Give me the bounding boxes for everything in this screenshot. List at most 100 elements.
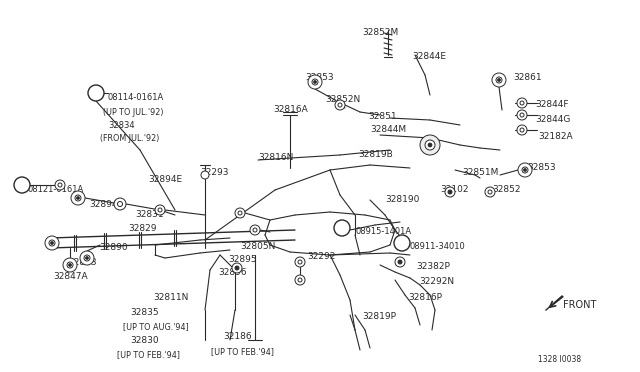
Circle shape [238, 211, 242, 215]
Circle shape [14, 177, 30, 193]
Text: B: B [19, 177, 25, 186]
Text: 32853: 32853 [305, 73, 333, 82]
Text: V: V [339, 221, 345, 230]
Text: 32831: 32831 [135, 210, 164, 219]
Text: 32830: 32830 [130, 336, 159, 345]
Circle shape [338, 103, 342, 107]
Text: 32292N: 32292N [419, 277, 454, 286]
Circle shape [496, 77, 502, 83]
Circle shape [314, 80, 317, 83]
Circle shape [55, 180, 65, 190]
Circle shape [420, 135, 440, 155]
Circle shape [312, 79, 318, 85]
Circle shape [520, 113, 524, 117]
Circle shape [155, 205, 165, 215]
Text: 08911-34010: 08911-34010 [410, 242, 466, 251]
Text: 32851M: 32851M [462, 168, 499, 177]
Circle shape [517, 110, 527, 120]
Text: 32819B: 32819B [358, 150, 393, 159]
Circle shape [63, 258, 77, 272]
Circle shape [428, 143, 432, 147]
Circle shape [497, 78, 500, 81]
Text: 32186: 32186 [223, 332, 252, 341]
Circle shape [71, 191, 85, 205]
Circle shape [425, 140, 435, 150]
Circle shape [250, 225, 260, 235]
Text: 32895: 32895 [228, 255, 257, 264]
Text: 32853: 32853 [527, 163, 556, 172]
Text: N: N [399, 235, 405, 244]
Text: 32816A: 32816A [273, 105, 308, 114]
Text: 32382P: 32382P [416, 262, 450, 271]
Circle shape [298, 278, 302, 282]
Circle shape [492, 73, 506, 87]
Circle shape [520, 101, 524, 105]
Circle shape [488, 190, 492, 194]
Circle shape [118, 202, 122, 206]
Text: 32102: 32102 [440, 185, 468, 194]
Circle shape [236, 266, 239, 269]
Circle shape [298, 260, 302, 264]
Text: 32182A: 32182A [538, 132, 573, 141]
Text: 32894E: 32894E [148, 175, 182, 184]
Circle shape [518, 163, 532, 177]
Text: FRONT: FRONT [563, 300, 596, 310]
Text: 32844F: 32844F [535, 100, 568, 109]
Text: 32293: 32293 [200, 168, 228, 177]
Circle shape [68, 263, 72, 266]
Circle shape [201, 171, 209, 179]
Text: [UP TO AUG.'94]: [UP TO AUG.'94] [123, 322, 189, 331]
Circle shape [86, 257, 88, 260]
Circle shape [394, 235, 410, 251]
Text: 32816N: 32816N [258, 153, 293, 162]
Circle shape [522, 167, 528, 173]
Text: B: B [93, 86, 99, 94]
Circle shape [448, 190, 452, 194]
Text: 32834: 32834 [108, 121, 134, 130]
Text: 32819P: 32819P [362, 312, 396, 321]
Text: [UP TO FEB.'94]: [UP TO FEB.'94] [211, 347, 274, 356]
Circle shape [295, 257, 305, 267]
Circle shape [449, 190, 451, 193]
Circle shape [80, 251, 94, 265]
Circle shape [235, 208, 245, 218]
Circle shape [232, 263, 242, 273]
Circle shape [395, 257, 405, 267]
Text: 32861: 32861 [513, 73, 541, 82]
Text: 32847A: 32847A [53, 272, 88, 281]
Circle shape [517, 125, 527, 135]
Circle shape [88, 85, 104, 101]
Text: 08121-0161A: 08121-0161A [28, 185, 84, 194]
Text: 32844M: 32844M [370, 125, 406, 134]
Circle shape [485, 187, 495, 197]
Circle shape [308, 75, 322, 89]
Circle shape [67, 262, 73, 268]
Circle shape [49, 240, 55, 246]
Circle shape [45, 236, 59, 250]
Text: 32851: 32851 [368, 112, 397, 121]
Text: 08114-0161A: 08114-0161A [108, 93, 164, 102]
Circle shape [524, 169, 527, 171]
Circle shape [58, 183, 62, 187]
Text: (UP TO JUL.'92): (UP TO JUL.'92) [103, 108, 163, 117]
Circle shape [295, 275, 305, 285]
Text: 32829: 32829 [128, 224, 157, 233]
Circle shape [335, 100, 345, 110]
Circle shape [445, 187, 455, 197]
Circle shape [334, 220, 350, 236]
Text: 1328 l0038: 1328 l0038 [538, 355, 581, 364]
Text: 32292: 32292 [307, 252, 335, 261]
Circle shape [398, 260, 402, 264]
Text: 32844G: 32844G [535, 115, 570, 124]
Circle shape [75, 195, 81, 201]
Text: 328190: 328190 [385, 195, 419, 204]
Text: 32835: 32835 [130, 308, 159, 317]
Circle shape [77, 196, 79, 199]
Circle shape [253, 228, 257, 232]
Circle shape [158, 208, 162, 212]
Text: 32890: 32890 [99, 243, 127, 252]
Text: 32852: 32852 [492, 185, 520, 194]
Circle shape [517, 98, 527, 108]
Text: 32896: 32896 [218, 268, 246, 277]
Text: 32803: 32803 [68, 258, 97, 267]
